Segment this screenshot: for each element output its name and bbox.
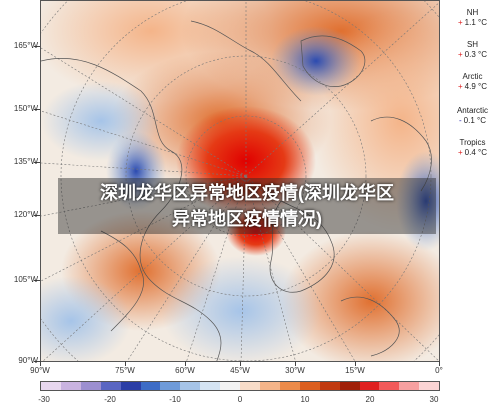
stat-value-row: +0.4 °C: [445, 148, 500, 158]
colorbar-segment: [240, 382, 260, 390]
lat-label: 150°W: [13, 104, 38, 113]
stat-sh: SH +0.3 °C: [445, 40, 500, 60]
lat-tick: [34, 215, 40, 216]
colorbar-segment: [299, 382, 320, 390]
colorbar-segment: [80, 382, 101, 390]
anomaly-map: [40, 0, 440, 362]
stat-name: Tropics: [459, 138, 486, 147]
lat-label: 135°W: [13, 157, 38, 166]
stat-name: Arctic: [462, 72, 483, 81]
temperature-colorbar: [40, 381, 440, 391]
lat-tick: [34, 361, 40, 362]
overlay-title-line2: 异常地区疫情情况): [172, 209, 322, 229]
stat-arctic: Arctic +4.9 °C: [445, 72, 500, 92]
colorbar-segment: [220, 382, 241, 390]
colorbar-tick-label: -20: [104, 395, 116, 404]
colorbar-segment: [399, 382, 420, 390]
stat-nh: NH +1.1 °C: [445, 8, 500, 28]
lat-label: 90°W: [18, 356, 38, 365]
lon-tick: [295, 361, 296, 366]
lat-label: 105°W: [13, 275, 38, 284]
lon-label: 75°W: [115, 366, 135, 375]
colorbar-segment: [180, 382, 201, 390]
lon-tick: [40, 361, 41, 366]
lon-label: 45°W: [230, 366, 250, 375]
colorbar-tick-label: 10: [300, 395, 310, 404]
lon-label: 60°W: [175, 366, 195, 375]
stat-sign: +: [458, 18, 463, 27]
stat-value-row: -0.1 °C: [445, 116, 500, 126]
colorbar-segment: [379, 382, 400, 390]
stat-value-row: +1.1 °C: [445, 18, 500, 28]
stat-tropics: Tropics +0.4 °C: [445, 138, 500, 158]
lon-tick: [240, 361, 241, 366]
lon-label: 15°W: [345, 366, 365, 375]
colorbar-tick-label: -30: [38, 395, 50, 404]
lat-label: 165°W: [13, 41, 38, 50]
lat-tick: [34, 280, 40, 281]
stat-name: SH: [466, 40, 479, 49]
stat-value: 0.4 °C: [464, 148, 487, 157]
colorbar-segment: [339, 382, 360, 390]
colorbar-tick-label: -10: [169, 395, 181, 404]
stat-name: Antarctic: [456, 106, 489, 115]
lon-label: 0°: [435, 366, 443, 375]
colorbar-segment: [419, 382, 440, 390]
stat-name: NH: [466, 8, 479, 17]
colorbar-segment: [60, 382, 81, 390]
lon-tick: [439, 361, 440, 366]
colorbar-segment: [359, 382, 380, 390]
colorbar-segment: [200, 382, 221, 390]
lat-tick: [34, 162, 40, 163]
colorbar-segment: [120, 382, 141, 390]
colorbar-segment: [160, 382, 181, 390]
stat-value: 0.1 °C: [463, 116, 486, 125]
colorbar-segment: [140, 382, 161, 390]
colorbar-tick-label: 0: [237, 395, 243, 404]
stat-value-row: +0.3 °C: [445, 50, 500, 60]
colorbar-segment: [41, 382, 61, 390]
overlay-title-line1: 深圳龙华区异常地区疫情(深圳龙华区: [100, 183, 394, 203]
anomaly-field: [41, 1, 439, 361]
lon-label: 30°W: [285, 366, 305, 375]
stat-value: 1.1 °C: [464, 18, 487, 27]
colorbar-segment: [259, 382, 280, 390]
stat-sign: +: [458, 82, 463, 91]
lat-label: 120°W: [13, 210, 38, 219]
stat-value: 0.3 °C: [464, 50, 487, 59]
lon-tick: [355, 361, 356, 366]
lat-tick: [34, 109, 40, 110]
stat-value: 4.9 °C: [464, 82, 487, 91]
overlay-title: 深圳龙华区异常地区疫情(深圳龙华区 异常地区疫情情况): [58, 178, 436, 234]
lon-tick: [125, 361, 126, 366]
lon-label: 90°W: [30, 366, 50, 375]
stat-sign: -: [459, 116, 462, 125]
colorbar-segment: [279, 382, 300, 390]
stat-value-row: +4.9 °C: [445, 82, 500, 92]
colorbar-segment: [319, 382, 340, 390]
stat-sign: +: [458, 50, 463, 59]
stat-antarctic: Antarctic -0.1 °C: [445, 106, 500, 126]
stat-sign: +: [458, 148, 463, 157]
lat-tick: [34, 46, 40, 47]
colorbar-tick-label: 30: [429, 395, 439, 404]
lon-tick: [185, 361, 186, 366]
colorbar-segment: [100, 382, 121, 390]
colorbar-tick-label: 20: [365, 395, 375, 404]
